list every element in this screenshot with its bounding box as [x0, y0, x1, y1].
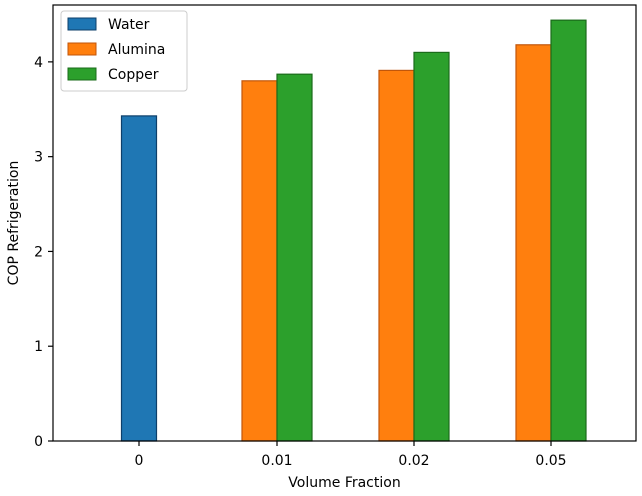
bar-copper-0_02: [413, 51, 450, 442]
x-axis-label: Volume Fraction: [288, 475, 400, 491]
bar-copper-0_01: [276, 73, 313, 442]
x-tick-label: 0.05: [535, 453, 566, 469]
bar-alumina-0_01: [241, 80, 278, 442]
legend-label-alumina: Alumina: [108, 42, 165, 58]
legend-swatch-copper: [67, 67, 97, 81]
legend-swatch-alumina: [67, 42, 97, 56]
legend-swatch-water: [67, 17, 97, 31]
bars-layer: [120, 19, 587, 442]
bar-water-0: [120, 115, 158, 442]
y-tick-label: 2: [34, 244, 43, 260]
y-axis-label: COP Refrigeration: [6, 161, 22, 286]
y-tick-label: 0: [34, 434, 43, 450]
legend: Water Alumina Copper: [60, 10, 188, 92]
x-tick-label: 0.02: [398, 453, 429, 469]
plot-area-frame: [52, 4, 637, 442]
y-tick-label: 1: [34, 339, 43, 355]
bar-alumina-0_02: [378, 69, 415, 442]
bar-copper-0_05: [550, 19, 587, 442]
legend-label-water: Water: [108, 17, 150, 33]
y-tick-label: 3: [34, 150, 43, 166]
y-tick-label: 4: [34, 55, 43, 71]
legend-label-copper: Copper: [108, 67, 159, 83]
x-tick-label: 0.01: [261, 453, 292, 469]
x-tick-label: 0: [135, 453, 144, 469]
bar-alumina-0_05: [515, 44, 552, 442]
ticks-layer: 0 1 2 3 4 0 0.01 0.02 0.05: [34, 55, 567, 469]
